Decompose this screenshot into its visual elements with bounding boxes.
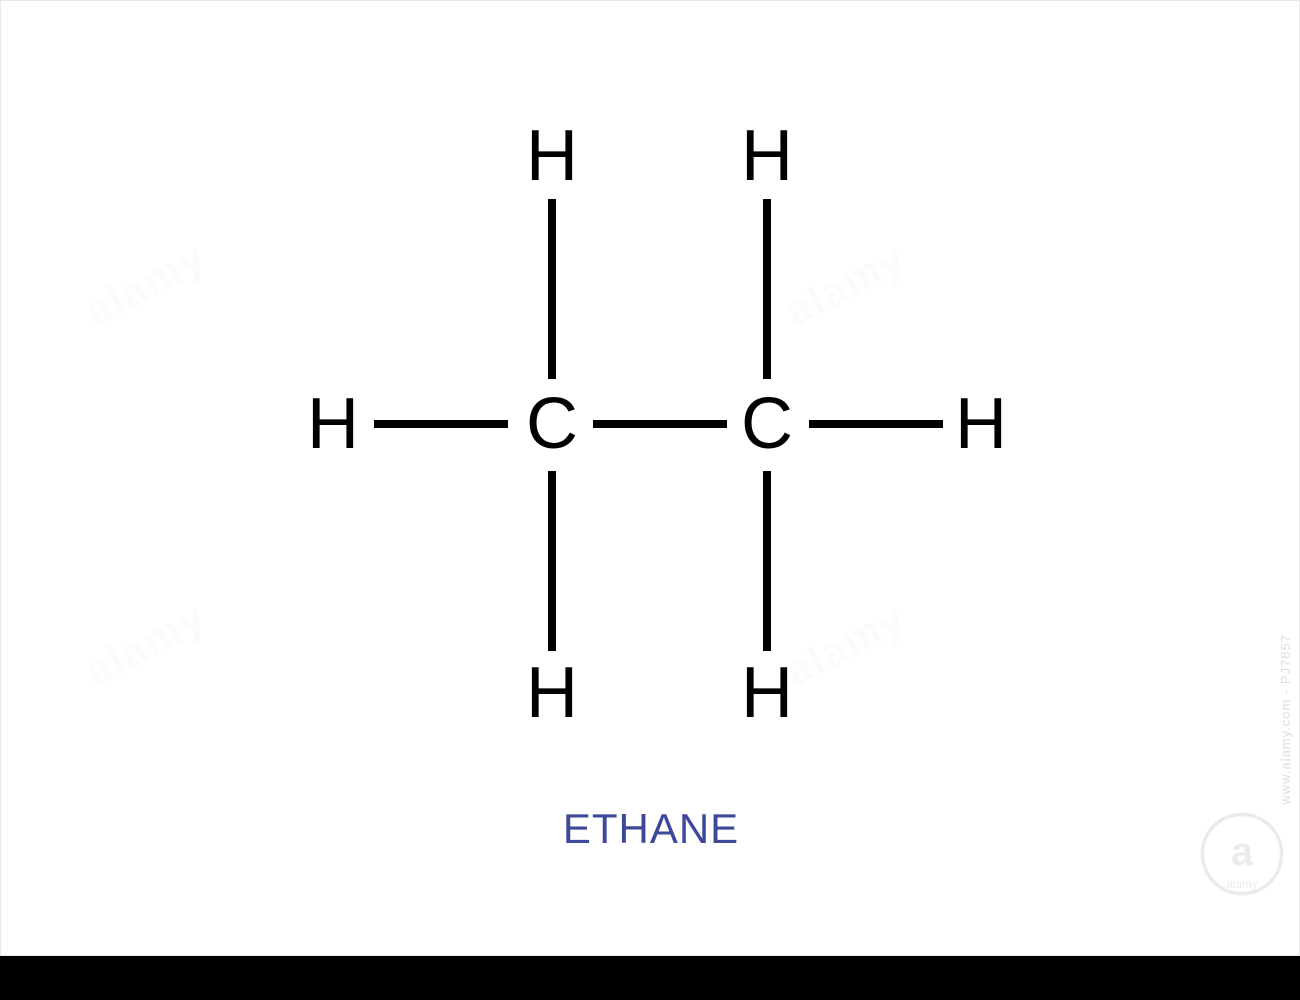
atom-H_right: H	[955, 388, 1007, 460]
molecule-title: ETHANE	[563, 805, 739, 853]
atom-H_top2: H	[741, 120, 793, 192]
atom-H_top1: H	[526, 120, 578, 192]
atom-C2: C	[741, 388, 793, 460]
bond-H_top2-C2	[763, 199, 771, 379]
alamy-logo-letter: a	[1231, 830, 1254, 874]
svg-text:alamy: alamy	[1226, 878, 1257, 891]
atom-H_left: H	[307, 388, 359, 460]
watermark-diagonal: alamy	[777, 594, 914, 697]
watermark-diagonal: alamy	[777, 234, 914, 337]
bond-C1-C2	[593, 420, 727, 428]
watermark-diagonal: alamy	[77, 594, 214, 697]
alamy-logo-icon: a alamy	[1197, 809, 1287, 899]
watermark-image-id: www.alamy.com - PJ7857	[1278, 634, 1293, 805]
bond-H_top1-C1	[548, 199, 556, 379]
bottom-bar	[0, 956, 1300, 1000]
bond-C2-H_right	[809, 420, 943, 428]
atom-H_bot1: H	[526, 657, 578, 729]
watermark-diagonal: alamy	[77, 234, 214, 337]
bond-C2-H_bot2	[763, 471, 771, 651]
diagram-canvas: alamy alamy alamy alamy CCHHHHHH ETHANE …	[0, 0, 1300, 956]
atom-H_bot2: H	[741, 657, 793, 729]
bond-H_left-C1	[374, 420, 508, 428]
atom-C1: C	[526, 388, 578, 460]
bond-C1-H_bot1	[548, 471, 556, 651]
